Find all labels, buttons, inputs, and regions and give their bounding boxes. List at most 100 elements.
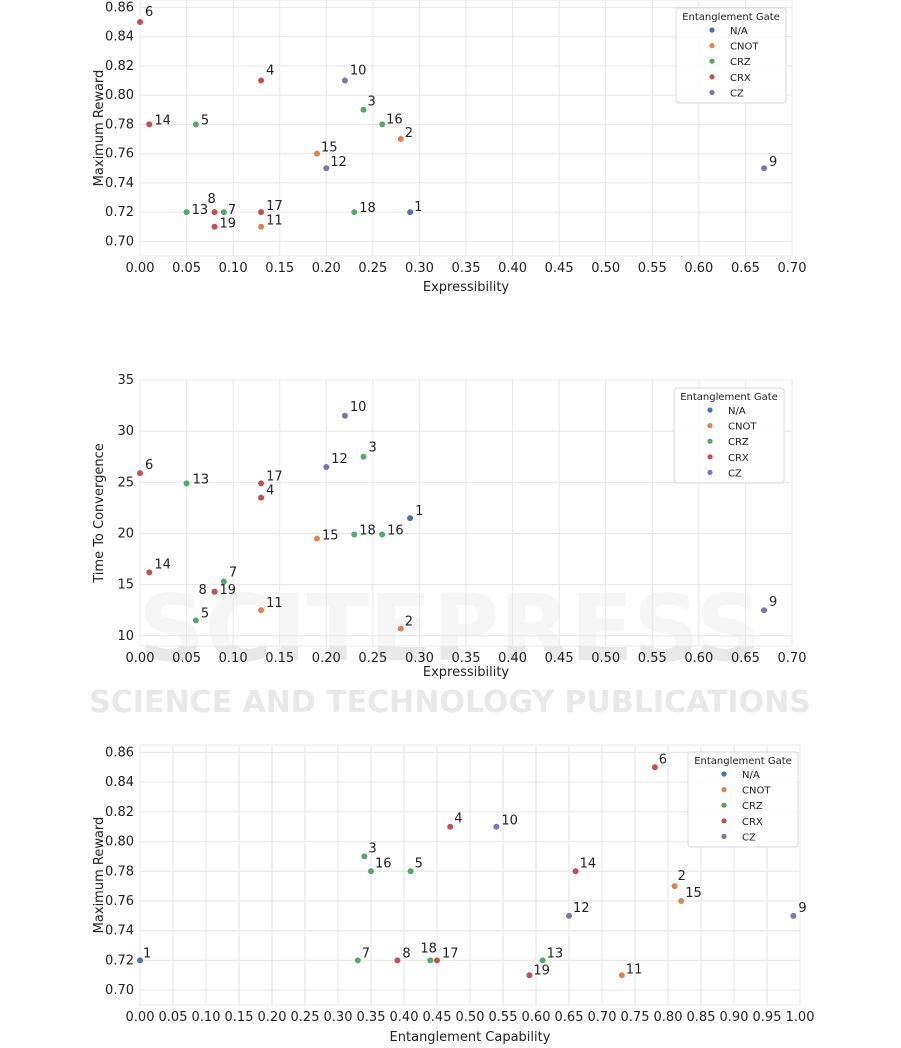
data-point-label: 4: [266, 63, 274, 78]
data-point: [211, 223, 218, 230]
x-tick-label: 0.30: [324, 1010, 353, 1025]
y-tick-label: 10: [117, 629, 134, 644]
x-tick-label: 0.90: [720, 1010, 749, 1025]
legend-marker: [721, 802, 727, 808]
data-point-label: 1: [415, 504, 423, 519]
legend: Entanglement Gate N/A CNOT CRZ CRX CZ: [687, 751, 799, 848]
data-point-label: 6: [659, 752, 667, 767]
legend: Entanglement Gate N/A CNOT CRZ CRX CZ: [673, 387, 785, 484]
data-point: [341, 77, 348, 84]
x-tick-label: 0.10: [219, 651, 248, 666]
chart-expressibility-vs-convergence: 0.00 0.05 0.10 0.15 0.20 0.25 0.30 0.35 0.40 0.45…: [92, 373, 806, 680]
data-point: [354, 957, 361, 964]
data-point-label: 3: [368, 841, 376, 856]
data-point-label: 6: [145, 458, 153, 473]
data-point: [137, 470, 143, 477]
y-tick-label: 0.76: [105, 894, 134, 909]
data-point-label: 5: [415, 856, 423, 871]
legend-entry: CRX: [728, 453, 749, 464]
x-tick-label: 1.00: [786, 1010, 815, 1025]
data-point-label: 3: [368, 95, 376, 110]
x-tick-label: 0.35: [452, 651, 481, 666]
x-axis-label: Expressibility: [423, 280, 510, 295]
data-point: [790, 912, 797, 919]
x-tick-label: 0.65: [731, 261, 760, 276]
data-point-label: 13: [547, 946, 564, 961]
legend-marker: [721, 771, 727, 777]
data-point: [360, 453, 367, 460]
legend-entry: CRZ: [742, 801, 763, 812]
y-tick-label: 20: [117, 526, 134, 541]
x-tick-label: 0.35: [357, 1010, 386, 1025]
data-point: [493, 823, 500, 830]
y-tick-label: 0.70: [105, 234, 134, 249]
data-point: [258, 209, 265, 216]
y-tick-label: 0.86: [105, 0, 134, 15]
legend-marker: [707, 438, 713, 444]
x-tick-label: 0.70: [778, 261, 807, 276]
legend-marker: [707, 454, 713, 460]
data-point: [427, 957, 434, 964]
data-point: [146, 569, 153, 576]
data-point-label: 19: [533, 963, 550, 978]
x-tick-label: 0.50: [456, 1010, 485, 1025]
data-point-label: 9: [769, 595, 777, 610]
y-tick-label: 0.84: [105, 775, 134, 790]
legend-marker: [709, 43, 715, 49]
x-tick-label: 0.10: [192, 1010, 221, 1025]
x-tick-label: 0.30: [405, 261, 434, 276]
legend-entry: CNOT: [730, 42, 759, 53]
y-tick-label: 0.78: [105, 117, 134, 132]
data-point: [360, 106, 367, 113]
data-point: [220, 578, 227, 585]
data-point-label: 10: [350, 63, 367, 78]
x-tick-label: 0.60: [684, 651, 713, 666]
watermark-subtitle: SCIENCE AND TECHNOLOGY PUBLICATIONS: [89, 685, 811, 720]
data-point: [220, 209, 227, 216]
chart-entanglement-vs-reward: 0.00 0.05 0.10 0.15 0.20 0.25 0.30 0.35 0.40 0.45…: [92, 744, 815, 1045]
data-point-label: 19: [220, 583, 237, 598]
legend-entry: CRZ: [730, 57, 751, 68]
x-tick-label: 0.25: [291, 1010, 320, 1025]
legend-entry: N/A: [728, 406, 746, 417]
plot-frame: [139, 0, 793, 257]
legend-entry: N/A: [742, 770, 760, 781]
data-point: [526, 972, 533, 979]
data-point: [211, 588, 218, 595]
y-tick-label: 35: [117, 373, 134, 388]
data-point: [313, 535, 320, 542]
data-point-label: 18: [359, 523, 376, 538]
data-point: [323, 165, 330, 172]
x-tick-label: 0.40: [390, 1010, 419, 1025]
data-point: [572, 868, 579, 875]
x-tick-label: 0.85: [687, 1010, 716, 1025]
data-point: [379, 121, 386, 128]
legend-title: Entanglement Gate: [682, 12, 780, 23]
y-tick-label: 15: [117, 578, 134, 593]
data-point-label: 1: [143, 946, 151, 961]
x-tick-label: 0.25: [358, 651, 387, 666]
x-tick-label: 0.55: [489, 1010, 518, 1025]
y-tick-label: 25: [117, 475, 134, 490]
data-point-label: 2: [405, 126, 413, 141]
y-tick-label: 0.72: [105, 953, 134, 968]
data-point-label: 1: [414, 200, 422, 215]
x-tick-label: 0.05: [172, 651, 201, 666]
x-tick-label: 0.10: [219, 261, 248, 276]
data-point: [192, 617, 199, 624]
data-point-label: 17: [442, 946, 459, 961]
data-point: [137, 18, 143, 25]
data-point-label: 13: [192, 203, 209, 218]
x-tick-label: 0.20: [312, 261, 341, 276]
data-point-label: 11: [266, 214, 283, 229]
legend-marker: [721, 818, 727, 824]
data-point-label: 4: [266, 484, 274, 499]
data-point: [651, 764, 658, 771]
legend-marker: [709, 74, 715, 80]
x-tick-label: 0.80: [654, 1010, 683, 1025]
data-point: [258, 494, 265, 501]
y-axis-label: Maximum Reward: [92, 817, 107, 934]
data-point-label: 16: [386, 112, 403, 127]
data-point: [407, 515, 414, 522]
